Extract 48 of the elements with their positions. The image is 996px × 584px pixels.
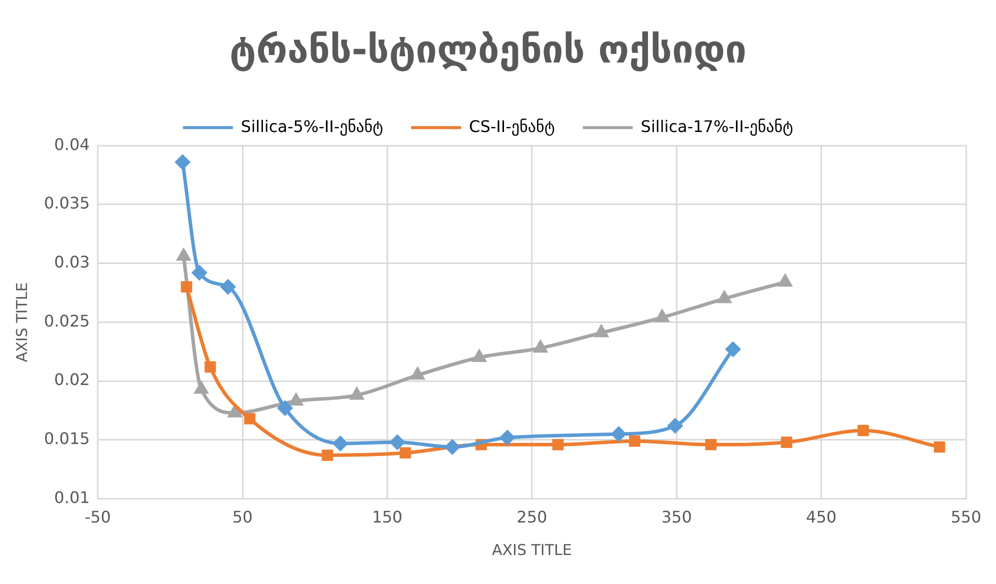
point <box>705 438 717 450</box>
point <box>410 366 426 380</box>
point <box>499 430 516 446</box>
x-tick-label: 350 <box>661 508 692 527</box>
chart-title: ტრანს-სტილბენის ოქსიდი <box>229 28 747 72</box>
y-tick-label: 0.02 <box>54 370 90 390</box>
x-tick-label: 450 <box>806 508 837 527</box>
point <box>654 308 670 322</box>
point <box>780 436 792 448</box>
point <box>204 361 216 373</box>
x-tick-label: 50 <box>232 508 253 527</box>
y-tick-label: 0.035 <box>44 194 90 213</box>
y-axis-title: AXIS TITLE <box>12 282 31 362</box>
point <box>389 434 406 450</box>
y-tick-label: 0.01 <box>54 488 90 507</box>
point <box>777 273 793 287</box>
point <box>532 339 548 353</box>
point <box>288 392 304 406</box>
x-tick-label: 250 <box>516 508 548 527</box>
point <box>332 435 348 452</box>
point <box>244 413 256 424</box>
legend-label: Sillica-5%-II-ენანტ <box>240 116 384 136</box>
x-tick-label: 150 <box>372 508 402 527</box>
point <box>594 324 610 338</box>
x-axis-title: AXIS TITLE <box>492 540 572 559</box>
point <box>552 438 564 450</box>
point <box>322 450 334 461</box>
point <box>444 439 460 455</box>
point <box>858 424 869 436</box>
point <box>667 418 684 434</box>
y-tick-label: 0.03 <box>54 252 90 272</box>
legend-label: Sillica-17%-II-ენანტ <box>640 116 794 136</box>
point <box>934 441 946 453</box>
point <box>176 247 192 261</box>
point <box>400 447 411 459</box>
x-tick-label: 550 <box>950 508 982 527</box>
y-tick-label: 0.015 <box>44 429 90 448</box>
y-tick-label: 0.025 <box>44 311 90 330</box>
point <box>471 348 488 362</box>
x-tick-label: -50 <box>84 508 111 527</box>
point <box>628 435 640 447</box>
point <box>349 386 365 400</box>
legend-label: CS-II-ენანტ <box>469 116 555 136</box>
y-tick-label: 0.04 <box>54 134 90 154</box>
point <box>193 380 210 394</box>
point <box>716 290 732 304</box>
point <box>277 400 294 416</box>
point <box>610 426 627 442</box>
